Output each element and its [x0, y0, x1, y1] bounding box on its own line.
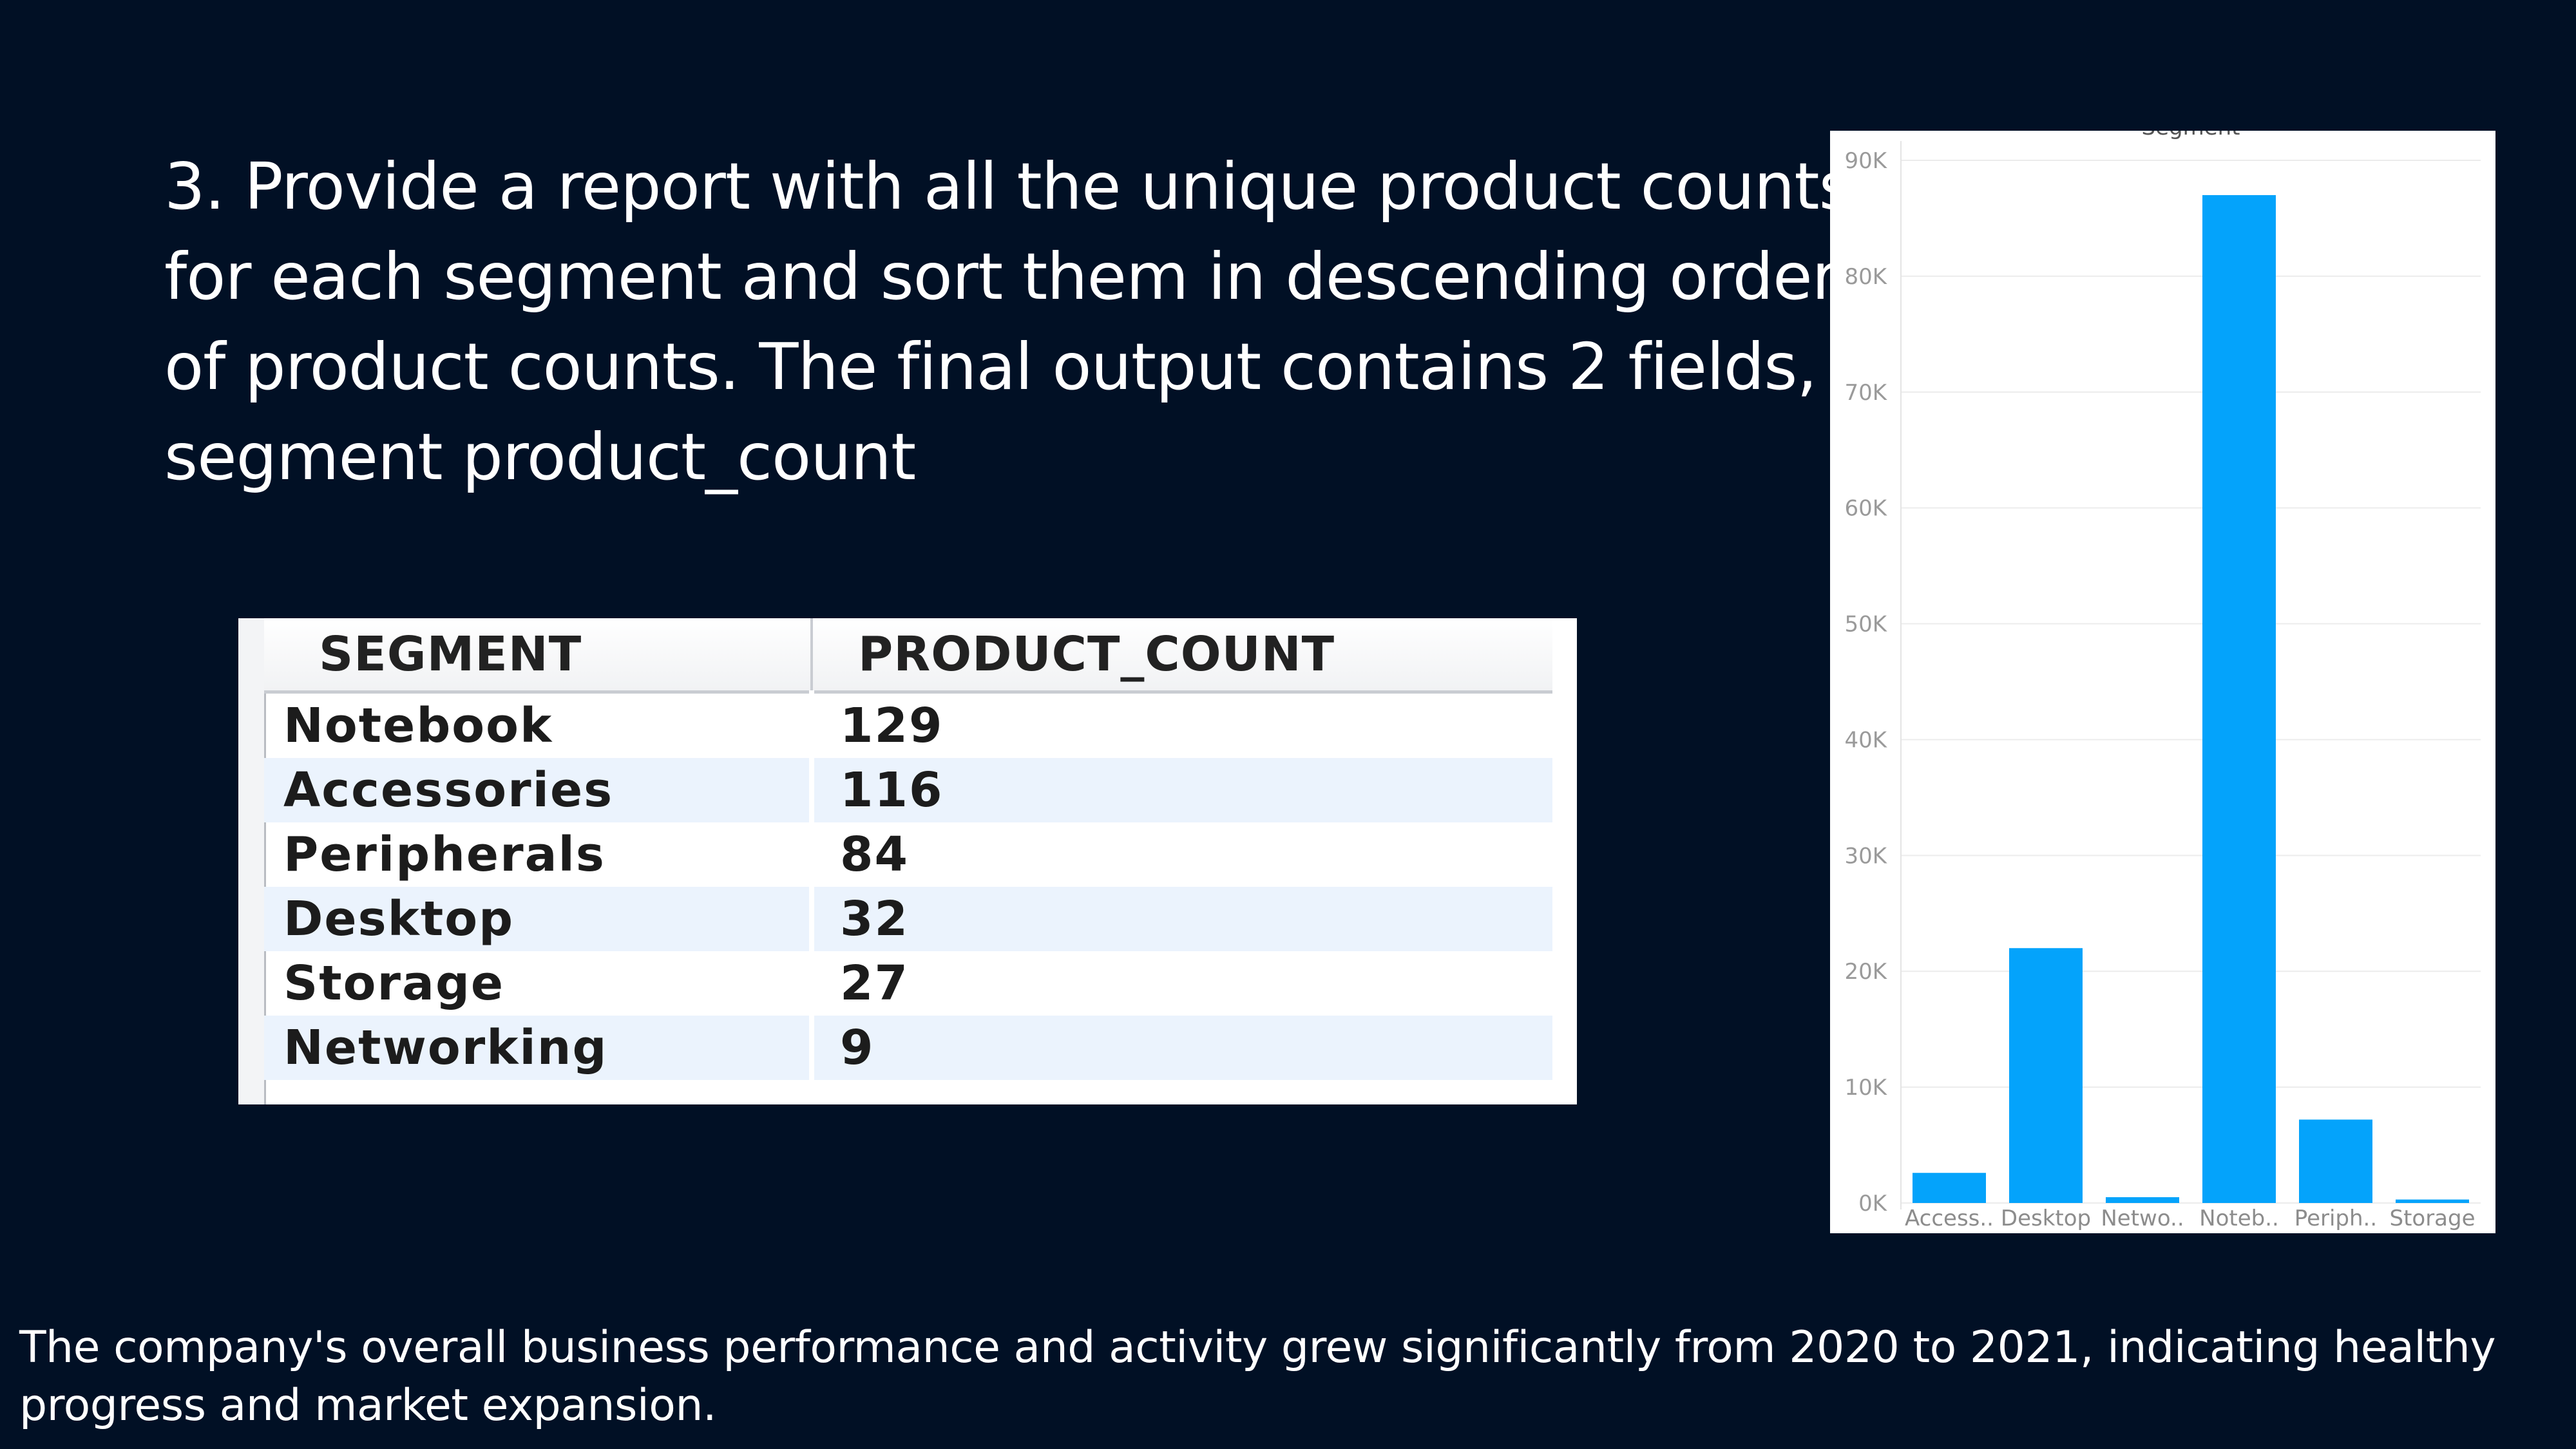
y-tick-label: 90K	[1844, 148, 1887, 174]
column-header-segment[interactable]: SEGMENT	[264, 618, 813, 694]
x-tick-label: Netwo..	[2101, 1206, 2184, 1231]
product-count-cell[interactable]: 27	[840, 956, 909, 1011]
bar	[2106, 1197, 2179, 1203]
product-count-cell[interactable]: 84	[840, 827, 909, 882]
table-row[interactable]: Storage 27	[264, 951, 1552, 1016]
bar	[1913, 1173, 1986, 1203]
result-table: SEGMENT PRODUCT_COUNT Notebook 129 Acces…	[264, 618, 1552, 1080]
heading-line: of product counts. The final output cont…	[164, 329, 1817, 404]
segment-cell[interactable]: Notebook	[264, 692, 814, 758]
table-row[interactable]: Notebook 129	[264, 692, 1552, 758]
bar	[2299, 1119, 2372, 1203]
product-count-cell[interactable]: 116	[812, 758, 1552, 822]
header-row: SEGMENT PRODUCT_COUNT	[264, 618, 1552, 694]
bar	[2202, 194, 2276, 1203]
product-count-cell[interactable]: 9	[812, 1016, 1552, 1080]
x-tick-label: Periph..	[2295, 1206, 2377, 1231]
product-count-cell[interactable]: 32	[812, 887, 1552, 951]
heading-line: for each segment and sort them in descen…	[164, 239, 1838, 314]
y-tick-label: 30K	[1844, 843, 1887, 869]
segment-cell[interactable]: Peripherals	[264, 822, 814, 887]
heading-line: segment product_count	[164, 419, 916, 495]
x-tick-label: Access..	[1905, 1206, 1994, 1231]
segment-cell[interactable]: Desktop	[264, 887, 814, 951]
y-tick-label: 0K	[1858, 1191, 1888, 1217]
y-tick-label: 50K	[1844, 612, 1887, 638]
segment-cell[interactable]: Networking	[264, 1016, 814, 1080]
segment-bar-chart: Segment 0K 10K 20K 30K 40K 50K 60K 70K 80K 90K Acce…	[1830, 131, 2495, 1233]
x-tick-label: Noteb..	[2199, 1206, 2279, 1231]
y-tick-label: 20K	[1844, 959, 1887, 985]
table-row[interactable]: Desktop 32	[264, 887, 1552, 951]
bar	[2009, 948, 2083, 1203]
y-tick-label: 70K	[1844, 380, 1887, 406]
table-row[interactable]: Peripherals 84	[264, 822, 1552, 887]
row-selector-gutter[interactable]	[238, 618, 266, 1104]
bar	[2396, 1199, 2469, 1203]
column-header-product-count[interactable]: PRODUCT_COUNT	[812, 618, 1552, 694]
query-result-grid: SEGMENT PRODUCT_COUNT Notebook 129 Acces…	[238, 618, 1577, 1104]
x-tick-label: Storage	[2389, 1206, 2475, 1231]
y-tick-label: 80K	[1844, 264, 1887, 290]
heading-line: 3. Provide a report with all the unique …	[164, 149, 1853, 224]
product-count-cell[interactable]: 129	[840, 698, 944, 753]
segment-cell[interactable]: Accessories	[264, 758, 814, 822]
table-row[interactable]: Accessories 116	[264, 758, 1552, 822]
chart-canvas: Segment 0K 10K 20K 30K 40K 50K 60K 70K 80K 90K Acce…	[1844, 131, 2481, 1231]
y-tick-label: 40K	[1844, 727, 1887, 753]
y-tick-label: 60K	[1844, 496, 1887, 522]
table-row[interactable]: Networking 9	[264, 1016, 1552, 1080]
segment-cell[interactable]: Storage	[264, 951, 814, 1016]
y-tick-label: 10K	[1844, 1075, 1887, 1101]
x-tick-label: Desktop	[2001, 1206, 2091, 1231]
footer-note: The company's overall business performan…	[19, 1322, 2496, 1431]
chart-title: Segment	[2142, 131, 2240, 140]
slide-heading: 3. Provide a report with all the unique …	[164, 142, 1853, 502]
